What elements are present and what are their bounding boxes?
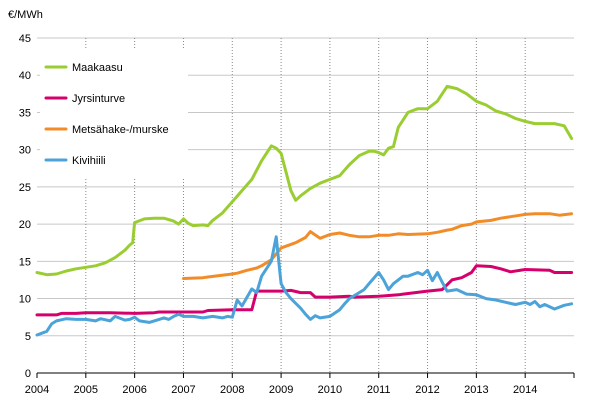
y-tick-label: 30: [19, 145, 31, 157]
y-tick-label: 20: [19, 219, 31, 231]
x-tick-label: 2008: [220, 384, 244, 396]
x-tick-label: 2011: [367, 384, 391, 396]
series-line-maakaasu: [35, 84, 574, 277]
tick-labels: 0 5 10 15 20 25 30 35 40 45 2004 2005 2006 2007 2008 20…: [19, 33, 538, 396]
axes: [36, 372, 575, 378]
x-tick-label: 2012: [415, 384, 439, 396]
x-tick-label: 2005: [74, 384, 98, 396]
y-tick-label: 10: [19, 294, 31, 306]
legend-backdrop: [40, 50, 188, 178]
x-tick-label: 2010: [318, 384, 342, 396]
x-tick-label: 2013: [464, 384, 488, 396]
x-tick-label: 2009: [269, 384, 293, 396]
x-tick-label: 2007: [171, 384, 195, 396]
legend-box: [40, 50, 188, 178]
y-tick-label: 15: [19, 256, 31, 268]
x-tick-label: 2006: [122, 384, 146, 396]
legend-label: Metsähake-/murske: [72, 124, 169, 136]
legend: Maakaasu Jyrsinturve Metsähake-/murske Kivi…: [44, 62, 169, 167]
y-tick-label: 0: [25, 368, 31, 380]
legend-label: Kivihiili: [72, 155, 106, 167]
y-axis-label: €/MWh: [8, 9, 43, 21]
x-tick-label: 2004: [25, 384, 49, 396]
y-tick-label: 45: [19, 33, 31, 45]
y-tick-label: 5: [25, 331, 31, 343]
legend-label: Maakaasu: [72, 62, 123, 74]
series-lines: [35, 84, 574, 337]
y-tick-label: 25: [19, 182, 31, 194]
series-line-mets-hake-murske: [182, 212, 574, 280]
y-tick-label: 35: [19, 107, 31, 119]
series-line-jyrsinturve: [35, 264, 574, 317]
x-tick-label: 2014: [513, 384, 537, 396]
series-line-kivihiili: [35, 235, 574, 337]
y-tick-label: 40: [19, 70, 31, 82]
legend-label: Jyrsinturve: [72, 93, 125, 105]
